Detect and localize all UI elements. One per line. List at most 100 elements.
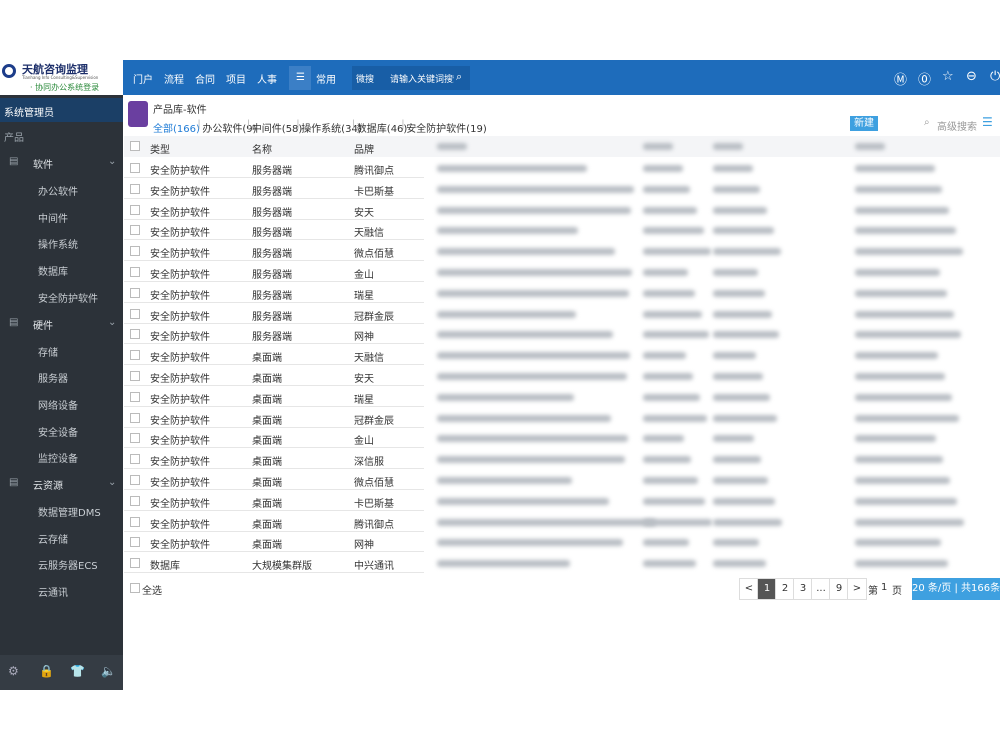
page-input[interactable]: 1: [881, 582, 888, 593]
page-button[interactable]: >: [847, 578, 867, 600]
blurred-cell: [437, 310, 576, 318]
menu-icon[interactable]: ☰: [296, 72, 305, 83]
nav-item[interactable]: 项目: [226, 75, 246, 86]
cell: 桌面端: [252, 394, 282, 406]
blurred-cell: [643, 310, 702, 318]
menu-item[interactable]: 存储: [38, 347, 58, 359]
menu-item[interactable]: 数据库: [38, 267, 68, 279]
search-input[interactable]: 请输入关键词搜索: [390, 75, 454, 85]
row-line: [124, 281, 424, 282]
cell: 服务器端: [252, 186, 292, 198]
tab[interactable]: 数据库(46): [356, 124, 408, 135]
menu-item[interactable]: 云存储: [38, 534, 68, 546]
nav-item[interactable]: 门户: [133, 75, 153, 86]
group-label[interactable]: 软件: [33, 160, 53, 171]
page-button[interactable]: 3: [793, 578, 813, 600]
cb: [130, 246, 140, 257]
page-button[interactable]: 1: [757, 578, 777, 600]
content-icon: [128, 101, 148, 127]
cell: 瑞星: [354, 394, 374, 406]
menu-item[interactable]: 中间件: [38, 213, 68, 225]
menu-item[interactable]: 操作系统: [38, 240, 78, 252]
nav-item[interactable]: 合同: [195, 75, 215, 86]
new-button[interactable]: 新建: [850, 116, 878, 131]
nav-item[interactable]: 人事: [257, 75, 277, 86]
nav-item[interactable]: 流程: [164, 75, 184, 86]
column-header: 名称: [252, 145, 272, 156]
group-icon: ▤: [9, 316, 19, 328]
blurred-cell: [437, 435, 628, 443]
search-type[interactable]: 微搜: [356, 75, 375, 85]
page-suffix: 页: [892, 586, 902, 597]
menu-item[interactable]: 云通讯: [38, 588, 68, 600]
toolbar-icon[interactable]: ⊖: [966, 69, 977, 84]
menu-item[interactable]: 服务器: [38, 374, 68, 386]
menu-item[interactable]: 办公软件: [38, 187, 78, 198]
search-icon: ⌕: [924, 117, 930, 128]
advanced-search[interactable]: 高级搜索: [937, 122, 977, 133]
tab[interactable]: 安全防护软件(19): [406, 124, 487, 135]
row-line: [124, 509, 424, 511]
tab[interactable]: 办公软件(9): [202, 124, 257, 135]
page-button[interactable]: 2: [775, 578, 795, 600]
menu-item[interactable]: 监控设备: [38, 454, 78, 466]
nav-common[interactable]: 常用: [316, 75, 336, 86]
menu-item[interactable]: 安全设备: [38, 427, 78, 439]
blurred-cell: [643, 206, 697, 214]
cell: 桌面端: [252, 415, 282, 427]
cell: 安全防护软件: [150, 519, 210, 531]
blurred-cell: [437, 185, 634, 193]
blurred-cell: [643, 435, 684, 443]
blurred-cell: [713, 206, 767, 214]
bottom-icon[interactable]: 🔒: [39, 664, 54, 678]
tab[interactable]: 操作系统(34): [301, 124, 362, 135]
search-box: [352, 66, 470, 90]
list-icon[interactable]: ☰: [982, 115, 993, 129]
blurred-cell: [713, 310, 772, 318]
group-label[interactable]: 硬件: [33, 320, 53, 332]
page-size[interactable]: 20 条/页 | 共166条: [912, 578, 1000, 600]
blurred-cell: [713, 456, 761, 464]
blurred-cell: [643, 560, 696, 568]
blurred-cell: [855, 497, 957, 505]
toolbar-icon[interactable]: ⓪: [918, 73, 932, 88]
search-icon[interactable]: ⌕: [456, 70, 463, 83]
cb: [130, 350, 140, 361]
cell: 冠群金辰: [354, 415, 394, 427]
bottom-icon[interactable]: ⚙: [8, 664, 19, 678]
row-line: [124, 426, 424, 428]
group-arrow: ⌄: [108, 316, 117, 328]
blurred-cell: [437, 518, 656, 526]
menu-item[interactable]: 云服务器ECS: [38, 561, 98, 573]
page-button[interactable]: 9: [829, 578, 849, 600]
sidebar-bottom: [0, 655, 123, 690]
toolbar-icon[interactable]: ⏻: [990, 69, 1000, 84]
menu-item[interactable]: 安全防护软件: [38, 293, 98, 305]
logo-title: 天航咨询监理: [22, 63, 88, 76]
page-button[interactable]: ...: [811, 578, 831, 600]
cb: [130, 583, 140, 593]
cell: 安全防护软件: [150, 540, 210, 552]
toolbar-icon[interactable]: Ⓜ: [894, 73, 908, 88]
bottom-icon[interactable]: 🔈: [101, 664, 116, 678]
cb: [130, 391, 140, 402]
bottom-icon[interactable]: 👕: [70, 664, 85, 678]
select-all[interactable]: 全选: [142, 586, 162, 597]
tab[interactable]: 中间件(58): [251, 124, 303, 135]
group-label[interactable]: 云资源: [33, 481, 63, 492]
page-button[interactable]: <: [739, 578, 759, 600]
menu-item[interactable]: 数据管理DMS: [38, 508, 101, 519]
blurred-cell: [855, 352, 938, 360]
row-line: [124, 551, 424, 553]
tab-sep: |: [401, 119, 405, 130]
cell: 服务器端: [252, 228, 292, 240]
blurred-cell: [855, 331, 961, 339]
cell: 安全防护软件: [150, 457, 210, 469]
blurred-cell: [855, 560, 948, 568]
toolbar-icon[interactable]: ☆: [942, 69, 954, 84]
blurred-cell: [855, 227, 956, 235]
tab[interactable]: 全部(166): [153, 124, 200, 135]
menu-item[interactable]: 网络设备: [38, 400, 78, 412]
sidebar: [0, 95, 123, 690]
table-header: [124, 136, 1000, 157]
